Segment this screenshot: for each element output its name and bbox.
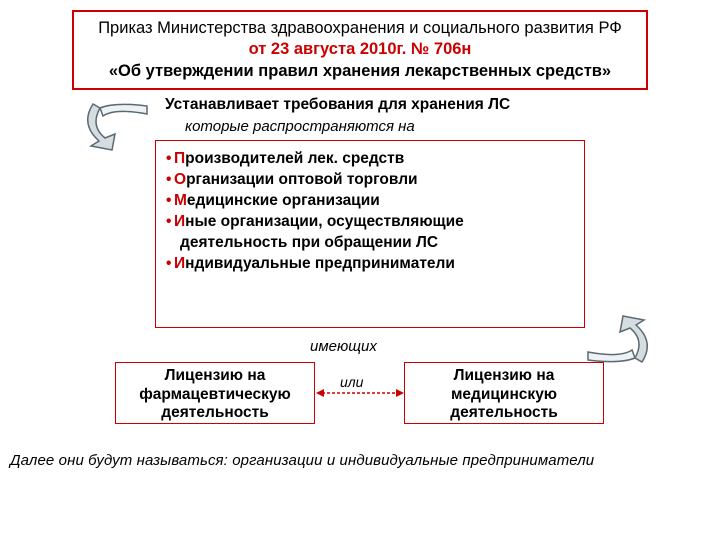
footnote: Далее они будут называться: организации … [10, 452, 594, 469]
list-item-continuation: деятельность при обращении ЛС [166, 233, 574, 254]
subtitle-applies-to: которые распространяются на [185, 118, 415, 135]
title-line3: «Об утверждении правил хранения лекарств… [82, 61, 638, 82]
curved-arrow-bottom-right-icon [570, 310, 650, 370]
list-item: Иные организации, осуществляющие [166, 212, 574, 233]
title-box: Приказ Министерства здравоохранения и со… [72, 10, 648, 90]
curved-arrow-top-left-icon [85, 96, 165, 156]
dashed-connector-icon [316, 388, 404, 398]
title-line2: от 23 августа 2010г. № 706н [82, 39, 638, 60]
applies-to-ul: Производителей лек. средствОрганизации о… [166, 149, 574, 275]
license-pharma-box: Лицензию на фармацевтическую деятельност… [115, 362, 315, 424]
license-pharma-text: Лицензию на фармацевтическую деятельност… [139, 367, 291, 421]
license-medical-text: Лицензию на медицинскую деятельность [450, 367, 557, 421]
title-line1: Приказ Министерства здравоохранения и со… [82, 18, 638, 39]
list-item: Медицинские организации [166, 191, 574, 212]
applies-to-list: Производителей лек. средствОрганизации о… [155, 140, 585, 328]
list-item: Производителей лек. средств [166, 149, 574, 170]
list-item: Организации оптовой торговли [166, 170, 574, 191]
list-item: Индивидуальные предприниматели [166, 254, 574, 275]
having-label: имеющих [310, 338, 377, 355]
subtitle-establishes: Устанавливает требования для хранения ЛС [165, 96, 510, 114]
license-medical-box: Лицензию на медицинскую деятельность [404, 362, 604, 424]
